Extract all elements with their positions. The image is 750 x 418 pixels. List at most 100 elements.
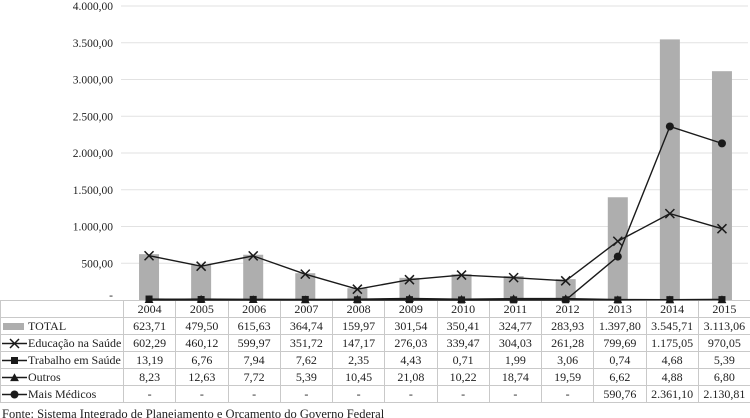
value-cell: 0,74 (593, 351, 647, 369)
x-marker-icon (560, 275, 571, 286)
legend-marker-icon (2, 373, 27, 382)
value-cell: 350,41 (436, 317, 490, 335)
value-cell: 460,12 (175, 334, 229, 352)
square-marker-icon (11, 357, 18, 364)
value-cell: 339,47 (436, 334, 490, 352)
table-row: Mais Médicos - - - - - - - - -590,76 2.361,10 2.130… (0, 385, 750, 403)
value-cell: 2.361,10 (645, 385, 699, 403)
x-marker-icon (300, 269, 311, 280)
table-row: Educação na Saúde 602,29 460,12 599,97 351,7… (0, 334, 750, 352)
value-cell: - (175, 385, 229, 403)
total-bar (711, 71, 732, 300)
value-cell: 3.113,06 (697, 317, 750, 335)
year-header-cell: 2012 (540, 300, 595, 318)
circle-marker-icon (717, 139, 726, 148)
x-marker-icon (508, 272, 519, 283)
series-line (148, 212, 723, 290)
year-header-cell: 2007 (279, 300, 334, 318)
value-cell: 7,72 (227, 368, 281, 386)
total-bar (503, 276, 524, 300)
value-cell: 4,43 (384, 351, 438, 369)
year-header-cell: 2008 (331, 300, 386, 318)
value-cell: 6,76 (175, 351, 229, 369)
value-cell: - (488, 385, 543, 403)
legend-cell: TOTAL (0, 317, 124, 335)
total-bar (191, 264, 212, 300)
value-cell: 21,08 (384, 368, 438, 386)
table-row: Outros 8,23 12,63 7,72 5,39 10,45 21,08 10,22 18… (0, 368, 750, 386)
value-cell: 324,77 (488, 317, 543, 335)
year-header-cell: 2013 (593, 300, 647, 318)
total-bar (659, 39, 680, 300)
combo-chart: -500,001.000,001.500,002.000,002.500,003… (73, 1, 748, 304)
value-cell: 2,35 (331, 351, 386, 369)
triangle-marker-icon (10, 373, 19, 382)
value-cell: 19,59 (540, 368, 595, 386)
value-cell: - (436, 385, 490, 403)
year-header-cell: 2011 (488, 300, 543, 318)
year-header-cell: 2015 (697, 300, 750, 318)
data-table: 2004 2005 2006 2007 2008 2009 2010 2011 2012 2013… (0, 300, 750, 403)
value-cell: 2.130,81 (697, 385, 750, 403)
legend-label: TOTAL (28, 319, 67, 333)
value-cell: 623,71 (122, 317, 177, 335)
year-header-cell: 2009 (384, 300, 438, 318)
total-bar (399, 277, 420, 300)
value-cell: 4,68 (645, 351, 699, 369)
year-header-cell: 2004 (122, 300, 177, 318)
value-cell: 10,22 (436, 368, 490, 386)
value-cell: 970,05 (697, 334, 750, 352)
year-header-cell: 2014 (645, 300, 699, 318)
value-cell: 5,39 (697, 351, 750, 369)
x-marker-icon (716, 223, 727, 234)
total-bar (295, 273, 316, 300)
year-header-cell: 2006 (227, 300, 281, 318)
value-cell: 364,74 (279, 317, 334, 335)
value-cell: 4,88 (645, 368, 699, 386)
value-cell: 599,97 (227, 334, 281, 352)
value-cell: - (279, 385, 334, 403)
value-cell: 615,63 (227, 317, 281, 335)
value-cell: 12,63 (175, 368, 229, 386)
legend-cell: Trabalho em Saúde (0, 351, 124, 369)
value-cell: 1,99 (488, 351, 543, 369)
y-axis-tick-label: 1.500,00 (73, 185, 114, 197)
year-header-cell: 2010 (436, 300, 490, 318)
value-cell: 6,62 (593, 368, 647, 386)
value-cell: 159,97 (331, 317, 386, 335)
value-cell: 1.397,80 (593, 317, 647, 335)
value-cell: 147,17 (331, 334, 386, 352)
y-axis-tick-label: 4.000,00 (73, 1, 114, 13)
legend-cell: Outros (0, 368, 124, 386)
y-axis-tick-label: 2.500,00 (73, 111, 114, 123)
value-cell: 6,80 (697, 368, 750, 386)
total-bar (347, 288, 368, 300)
value-cell: 10,45 (331, 368, 386, 386)
value-cell: 3,06 (540, 351, 595, 369)
x-marker-icon (456, 270, 467, 281)
y-axis-tick-label: 3.500,00 (73, 38, 114, 50)
value-cell: 602,29 (122, 334, 177, 352)
legend-marker-icon (2, 390, 27, 399)
y-axis-tick-label: 2.000,00 (73, 148, 114, 160)
legend-cell: Mais Médicos (0, 385, 124, 403)
legend-marker-icon (2, 338, 27, 349)
legend-label: Mais Médicos (28, 387, 97, 401)
value-cell: 5,39 (279, 368, 334, 386)
legend-marker-icon (3, 323, 24, 330)
value-cell: 590,76 (593, 385, 647, 403)
legend-label: Outros (28, 370, 61, 384)
value-cell: 13,19 (122, 351, 177, 369)
total-bar (451, 274, 472, 300)
value-cell: 479,50 (175, 317, 229, 335)
x-marker-icon (664, 208, 675, 219)
total-bar (555, 279, 576, 300)
year-header-row: 2004 2005 2006 2007 2008 2009 2010 2011 2012 2013… (0, 300, 750, 318)
x-marker-icon (612, 236, 623, 247)
circle-marker-icon (10, 390, 19, 399)
legend-label: Trabalho em Saúde (28, 353, 121, 367)
y-axis-tick-label: 3.000,00 (73, 75, 114, 87)
legend-header-cell (0, 300, 124, 318)
x-marker-icon (248, 250, 259, 261)
